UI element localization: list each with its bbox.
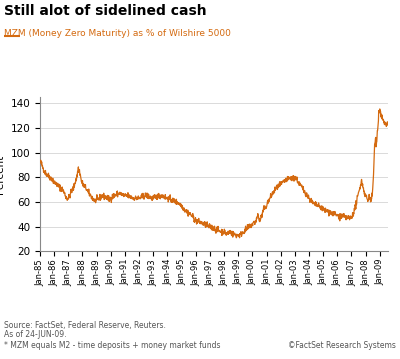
Text: Source: FactSet, Federal Reserve, Reuters.: Source: FactSet, Federal Reserve, Reuter… bbox=[4, 321, 166, 330]
Text: MZM (Money Zero Maturity) as % of Wilshire 5000: MZM (Money Zero Maturity) as % of Wilshi… bbox=[4, 29, 231, 38]
Text: Still alot of sidelined cash: Still alot of sidelined cash bbox=[4, 4, 207, 18]
Text: * MZM equals M2 - time deposits + money market funds: * MZM equals M2 - time deposits + money … bbox=[4, 341, 220, 350]
Text: As of 24-JUN-09.: As of 24-JUN-09. bbox=[4, 330, 66, 339]
Text: ©FactSet Research Systems: ©FactSet Research Systems bbox=[288, 341, 396, 350]
Y-axis label: Percent: Percent bbox=[0, 154, 5, 194]
